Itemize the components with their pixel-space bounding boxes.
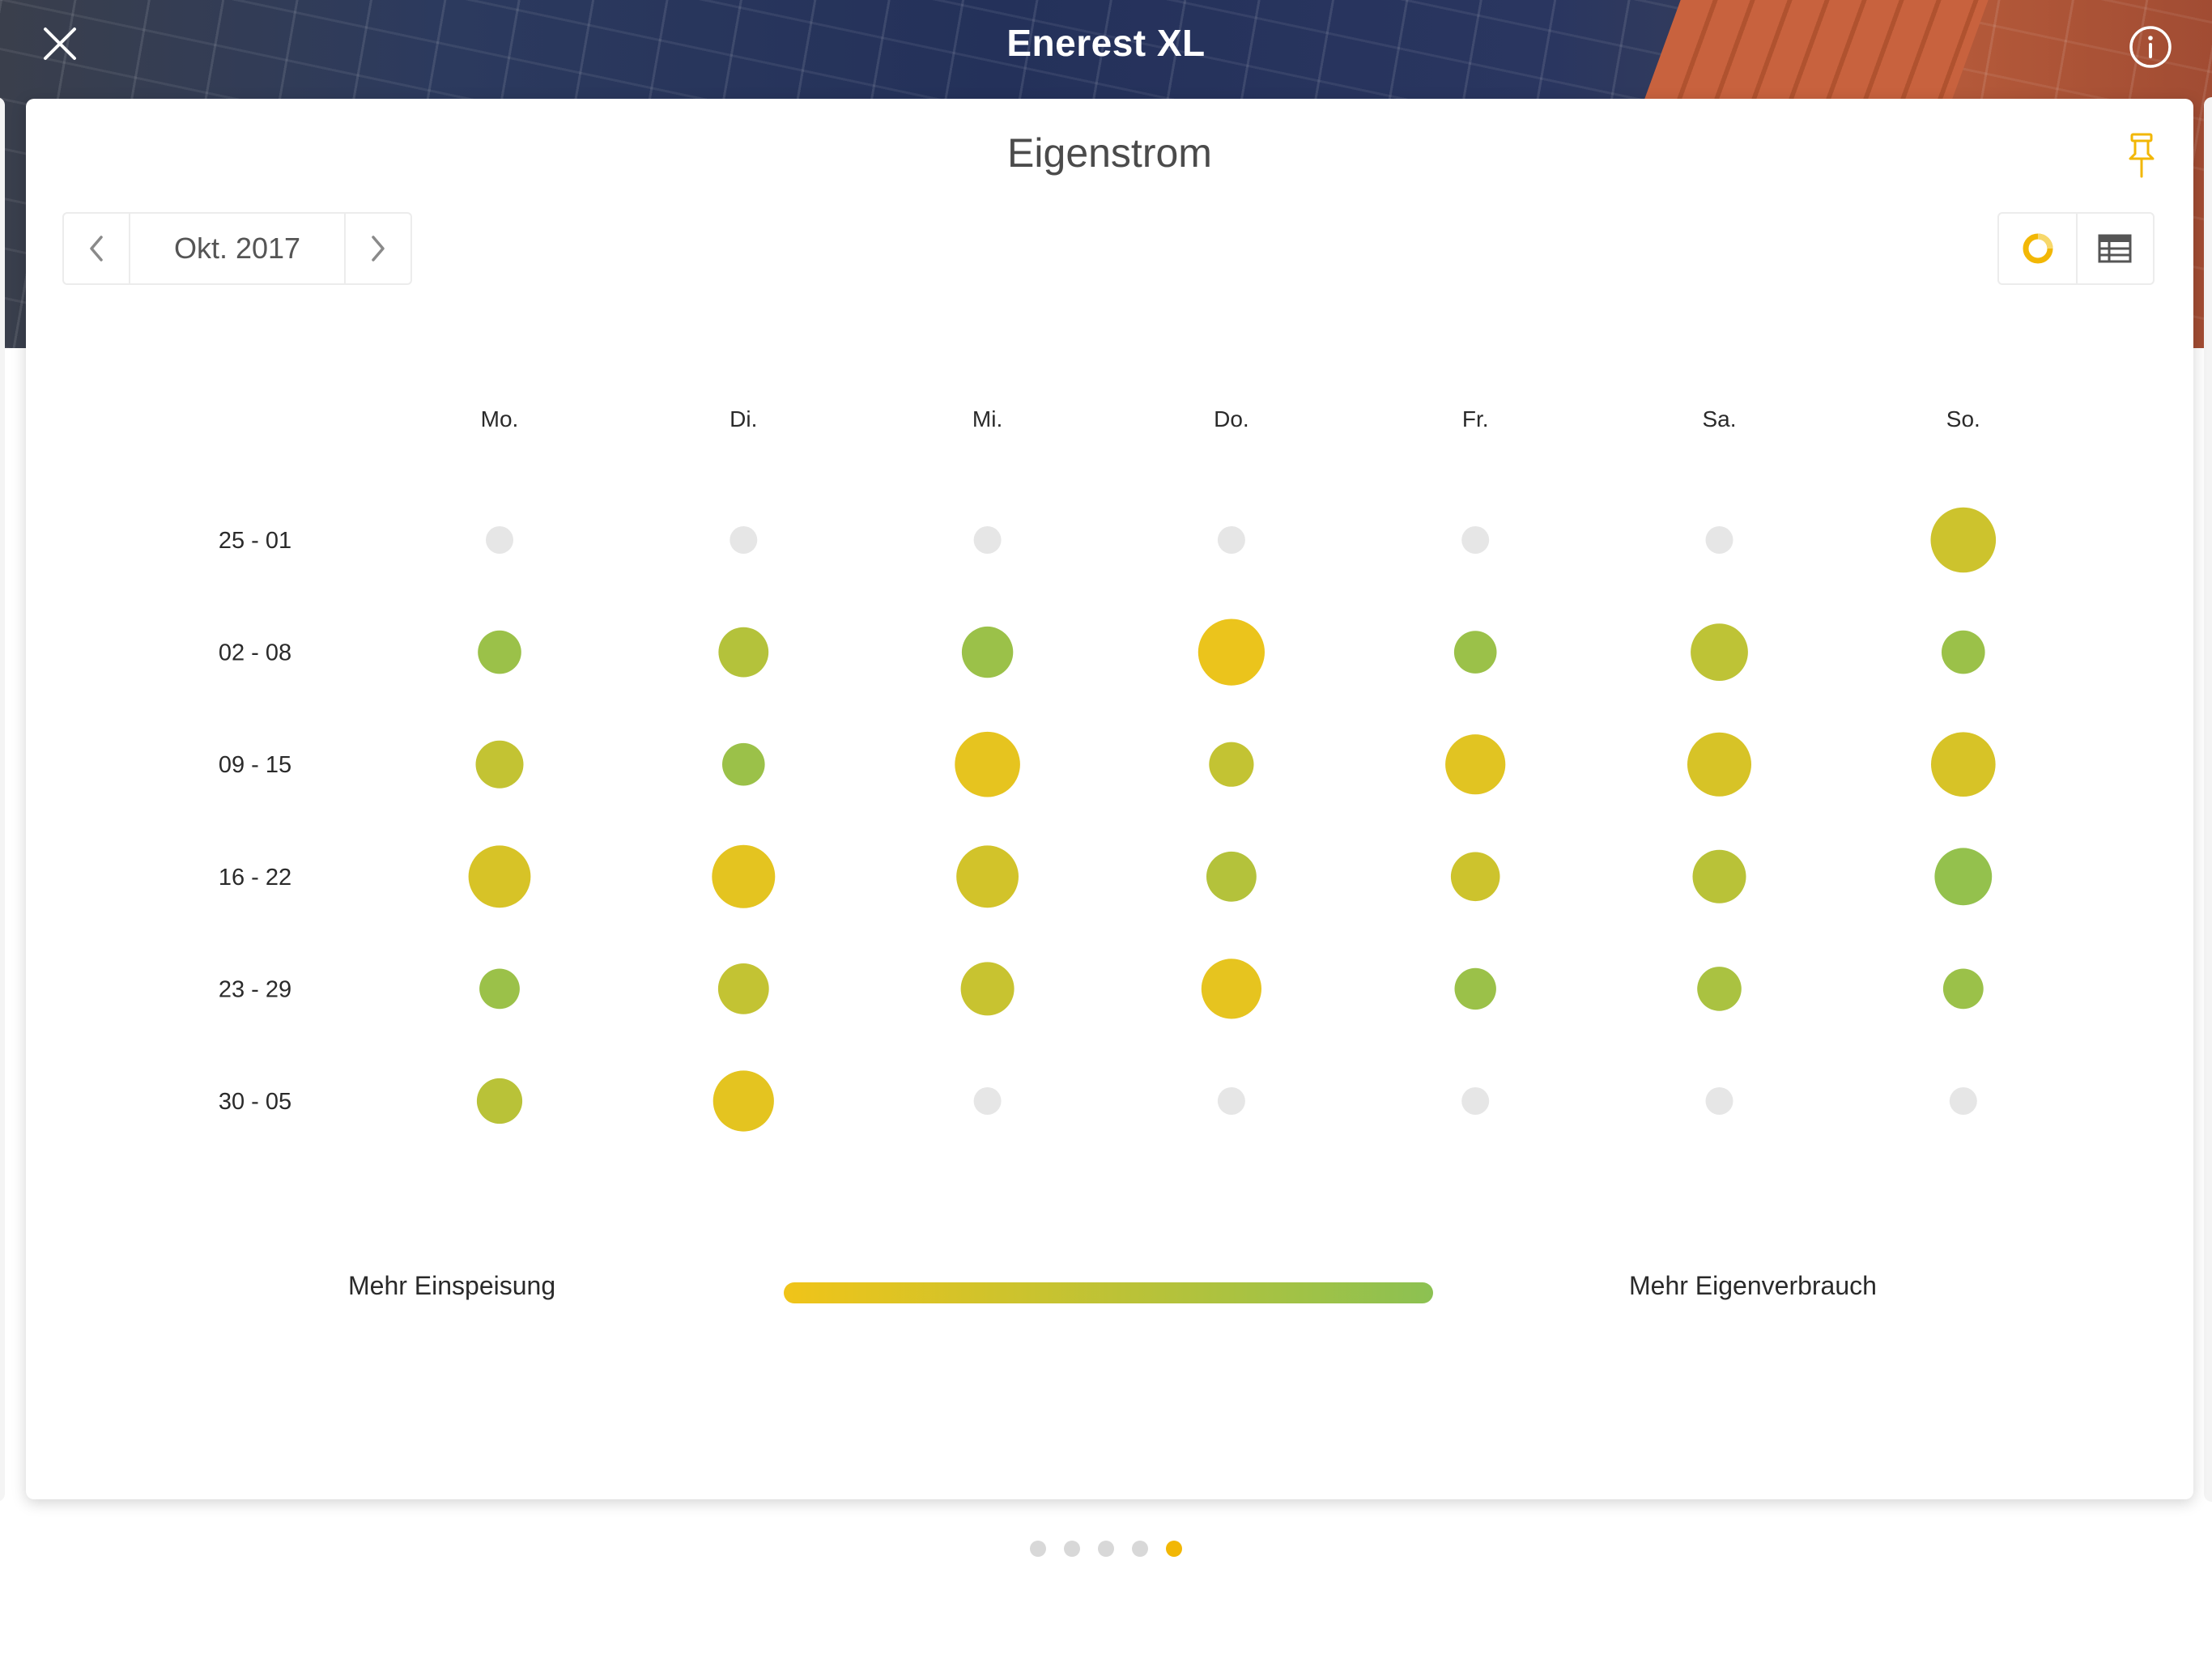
legend-color-scale <box>784 1282 1433 1303</box>
day-bubble[interactable] <box>1453 631 1497 674</box>
day-bubble[interactable] <box>1450 852 1500 902</box>
day-bubble[interactable] <box>1445 734 1506 795</box>
empty-day-dot[interactable] <box>1705 1087 1733 1115</box>
month-label[interactable]: Okt. 2017 <box>173 232 301 265</box>
empty-day-dot[interactable] <box>1949 1087 1977 1115</box>
month-navigator: Okt. 2017 <box>62 212 412 285</box>
table-icon[interactable] <box>2076 214 2153 283</box>
empty-day-dot[interactable] <box>973 1087 1002 1115</box>
day-bubble[interactable] <box>1206 851 1257 902</box>
row-label: 16 - 22 <box>219 865 291 891</box>
day-bubble[interactable] <box>476 1078 523 1124</box>
day-bubble[interactable] <box>1209 742 1254 787</box>
day-bubble[interactable] <box>722 742 765 786</box>
day-bubble[interactable] <box>1687 732 1751 797</box>
empty-day-dot[interactable] <box>1461 1087 1490 1115</box>
empty-day-dot[interactable] <box>730 526 758 554</box>
day-bubble[interactable] <box>717 963 769 1014</box>
donut-chart-icon[interactable] <box>1999 214 2078 283</box>
pin-icon[interactable] <box>2124 131 2159 180</box>
day-bubble[interactable] <box>1931 732 1996 797</box>
row-label: 25 - 01 <box>219 528 291 554</box>
column-header: Mi. <box>972 406 1002 432</box>
next-card-edge[interactable] <box>2204 97 2212 1502</box>
previous-card-edge[interactable] <box>0 97 5 1502</box>
page-indicator <box>0 1541 2212 1560</box>
chevron-left-icon[interactable] <box>64 214 130 283</box>
top-bar: Enerest XL <box>0 0 2212 97</box>
column-header: So. <box>1946 406 1980 432</box>
day-bubble[interactable] <box>1934 848 1993 906</box>
column-header: Mo. <box>481 406 519 432</box>
row-label: 23 - 29 <box>219 976 291 1002</box>
page-dot[interactable] <box>1064 1541 1080 1557</box>
legend-right-label: Mehr Eigenverbrauch <box>1629 1271 1877 1300</box>
column-header: Di. <box>730 406 757 432</box>
day-bubble[interactable] <box>1697 967 1742 1011</box>
day-bubble[interactable] <box>712 844 776 908</box>
chevron-right-icon[interactable] <box>344 214 410 283</box>
day-bubble[interactable] <box>1454 967 1496 1010</box>
page-dot[interactable] <box>1030 1541 1046 1557</box>
day-bubble[interactable] <box>468 845 531 908</box>
empty-day-dot[interactable] <box>1217 526 1245 554</box>
day-bubble[interactable] <box>956 845 1019 908</box>
day-bubble[interactable] <box>961 626 1014 678</box>
day-bubble[interactable] <box>1691 623 1748 681</box>
column-header: Sa. <box>1702 406 1736 432</box>
column-header: Do. <box>1214 406 1249 432</box>
day-bubble[interactable] <box>1201 959 1261 1019</box>
day-bubble[interactable] <box>960 962 1015 1016</box>
eigenstrom-card: Eigenstrom Okt. 2017 <box>26 99 2193 1499</box>
close-icon[interactable] <box>39 23 81 65</box>
row-label: 30 - 05 <box>219 1089 291 1115</box>
empty-day-dot[interactable] <box>486 526 513 554</box>
info-icon[interactable] <box>2128 24 2173 70</box>
empty-day-dot[interactable] <box>1705 526 1733 554</box>
empty-day-dot[interactable] <box>1461 526 1490 554</box>
day-bubble[interactable] <box>475 740 524 789</box>
day-bubble[interactable] <box>1942 630 1985 674</box>
page-dot[interactable] <box>1098 1541 1114 1557</box>
page-dot[interactable] <box>1166 1541 1182 1557</box>
day-bubble[interactable] <box>478 630 521 674</box>
row-label: 09 - 15 <box>219 752 291 778</box>
view-toggle <box>1997 212 2155 285</box>
column-header: Fr. <box>1462 406 1489 432</box>
day-bubble[interactable] <box>955 731 1020 797</box>
empty-day-dot[interactable] <box>1217 1087 1245 1115</box>
day-bubble[interactable] <box>718 627 769 678</box>
day-bubble[interactable] <box>1692 849 1746 903</box>
legend-left-label: Mehr Einspeisung <box>348 1271 556 1300</box>
day-bubble[interactable] <box>1942 968 1984 1010</box>
day-bubble[interactable] <box>1197 619 1265 686</box>
day-bubble[interactable] <box>479 968 520 1010</box>
empty-day-dot[interactable] <box>973 526 1002 554</box>
page-dot[interactable] <box>1132 1541 1148 1557</box>
page-title: Enerest XL <box>1006 22 1206 64</box>
day-bubble[interactable] <box>1930 507 1997 573</box>
card-title: Eigenstrom <box>1007 130 1212 176</box>
day-bubble[interactable] <box>713 1070 774 1132</box>
row-label: 02 - 08 <box>219 640 291 666</box>
calendar-heatmap: Mo. Di. Mi. Do. Fr. Sa. So. 25 - 01 02 - 08 09 - … <box>219 406 1997 1132</box>
